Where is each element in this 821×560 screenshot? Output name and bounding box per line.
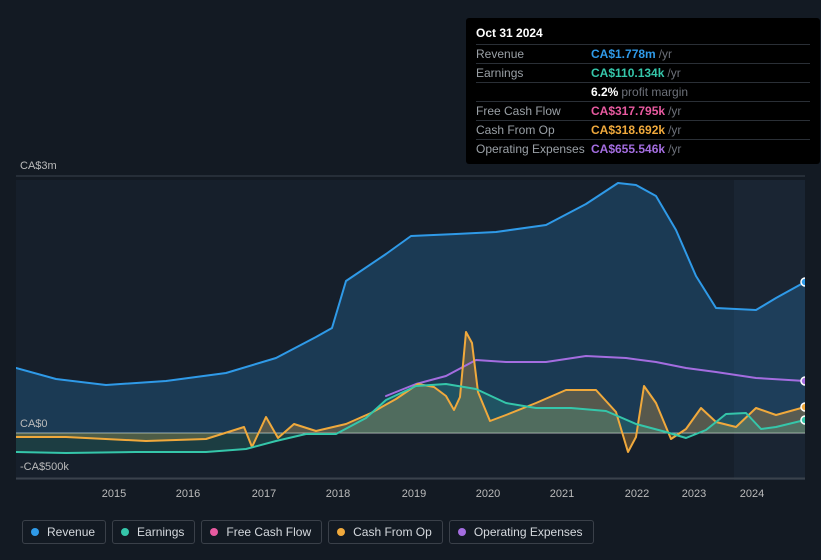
tooltip-row-label: Operating Expenses: [476, 142, 591, 156]
tooltip-row-label: Revenue: [476, 47, 591, 61]
x-axis-label: 2022: [625, 488, 649, 500]
tooltip-row-value: CA$655.546k: [591, 142, 665, 156]
legend-label: Operating Expenses: [474, 525, 583, 539]
y-axis-label: CA$3m: [20, 160, 57, 172]
tooltip-row-suffix: /yr: [668, 142, 681, 156]
tooltip-row-value: CA$110.134k: [591, 66, 664, 80]
tooltip-row: 6.2% profit margin: [476, 82, 810, 101]
tooltip-row-value: CA$318.692k: [591, 123, 665, 137]
tooltip-rows: RevenueCA$1.778m /yrEarningsCA$110.134k …: [476, 44, 810, 158]
tooltip-row-suffix: /yr: [668, 123, 681, 137]
legend-dot: [31, 528, 39, 536]
legend-item-earnings[interactable]: Earnings: [112, 520, 195, 544]
tooltip-row-suffix: /yr: [659, 47, 672, 61]
x-axis-label: 2023: [682, 488, 706, 500]
legend-dot: [210, 528, 218, 536]
legend-label: Free Cash Flow: [226, 525, 311, 539]
tooltip-row: EarningsCA$110.134k /yr: [476, 63, 810, 82]
tooltip-row: Cash From OpCA$318.692k /yr: [476, 120, 810, 139]
y-axis-label: -CA$500k: [20, 461, 69, 473]
legend-item-revenue[interactable]: Revenue: [22, 520, 106, 544]
legend-label: Earnings: [137, 525, 184, 539]
legend-item-free_cash_flow[interactable]: Free Cash Flow: [201, 520, 322, 544]
x-axis-label: 2016: [176, 488, 200, 500]
tooltip-row-label: Free Cash Flow: [476, 104, 591, 118]
y-axis-label: CA$0: [20, 418, 48, 430]
x-axis-label: 2018: [326, 488, 350, 500]
tooltip-row: Operating ExpensesCA$655.546k /yr: [476, 139, 810, 158]
legend-dot: [458, 528, 466, 536]
legend-item-operating_expenses[interactable]: Operating Expenses: [449, 520, 594, 544]
legend-label: Cash From Op: [353, 525, 432, 539]
chart-legend: Revenue Earnings Free Cash Flow Cash From O…: [22, 520, 594, 544]
tooltip-row-value: CA$317.795k: [591, 104, 665, 118]
legend-item-cash_from_op[interactable]: Cash From Op: [328, 520, 443, 544]
x-axis-label: 2024: [740, 488, 764, 500]
tooltip-row-label: Earnings: [476, 66, 591, 80]
x-axis-label: 2021: [550, 488, 574, 500]
x-axis-label: 2019: [402, 488, 426, 500]
tooltip-row-suffix: /yr: [668, 104, 681, 118]
root: { "chart": { "type": "line-area", "backg…: [0, 0, 821, 560]
legend-dot: [121, 528, 129, 536]
tooltip-row: Free Cash FlowCA$317.795k /yr: [476, 101, 810, 120]
x-axis-label: 2015: [102, 488, 126, 500]
tooltip-row: RevenueCA$1.778m /yr: [476, 44, 810, 63]
x-axis-label: 2020: [476, 488, 500, 500]
tooltip-date: Oct 31 2024: [476, 24, 810, 44]
chart-tooltip: Oct 31 2024 RevenueCA$1.778m /yrEarnings…: [466, 18, 820, 164]
tooltip-row-suffix: /yr: [667, 66, 680, 80]
x-axis-label: 2017: [252, 488, 276, 500]
legend-label: Revenue: [47, 525, 95, 539]
tooltip-row-label: Cash From Op: [476, 123, 591, 137]
tooltip-row-value: CA$1.778m: [591, 47, 656, 61]
legend-dot: [337, 528, 345, 536]
